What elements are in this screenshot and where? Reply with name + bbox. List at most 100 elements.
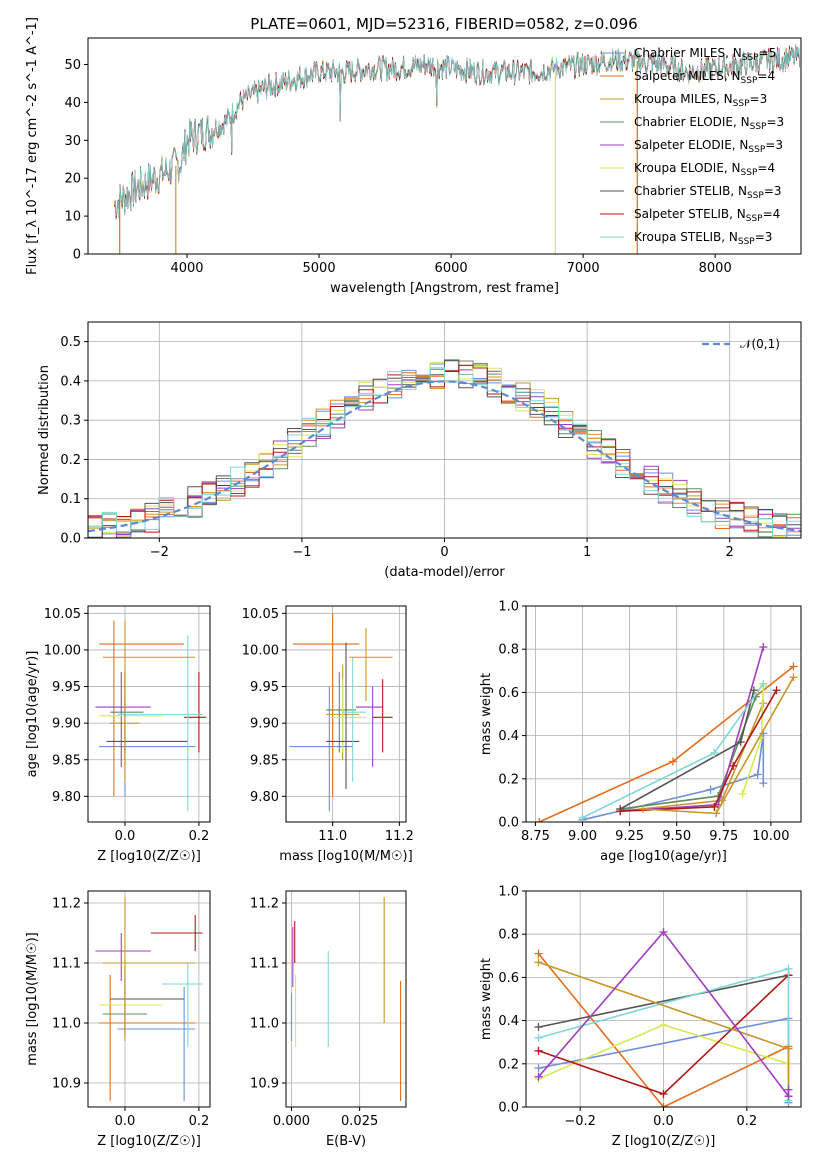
x-tick-label: 9.00 — [568, 829, 597, 844]
y-tick-label: 0.5 — [60, 335, 81, 350]
y-tick-label: 10.00 — [242, 643, 279, 658]
legend-label: Chabrier ELODIE, NSSP=3 — [634, 115, 784, 132]
plot-area — [88, 359, 801, 538]
legend-label: Chabrier MILES, NSSP=5 — [634, 46, 776, 63]
normal-reference-curve — [88, 380, 801, 533]
weight-marker — [578, 813, 587, 822]
weight-marker — [753, 770, 762, 779]
y-tick-label: 0.6 — [498, 686, 519, 701]
weight-marker — [759, 779, 768, 788]
weight-marker — [729, 761, 738, 770]
y-tick-label: 20 — [64, 172, 81, 187]
y-tick-label: 10.05 — [44, 607, 81, 622]
weight-marker — [712, 809, 721, 818]
y-tick-label: 0.8 — [498, 928, 519, 943]
y-tick-label: 9.85 — [250, 753, 279, 768]
y-axis-label: age [log10(age/yr)] — [25, 651, 40, 778]
y-tick-label: 11.2 — [52, 897, 81, 912]
errorbar-point — [150, 915, 203, 951]
weight-marker — [535, 818, 544, 822]
x-tick-label: 9.75 — [709, 829, 738, 844]
weight-marker — [616, 807, 625, 816]
x-axis-label: wavelength [Angstrom, rest frame] — [330, 281, 559, 296]
x-tick-label: 1 — [583, 545, 591, 560]
x-axis-label: E(B-V) — [326, 1134, 366, 1149]
y-tick-label: 0.6 — [498, 971, 519, 986]
weight-marker — [784, 1044, 793, 1053]
x-tick-label: 6000 — [435, 261, 468, 276]
x-tick-label: 8000 — [699, 261, 732, 276]
axes-frame — [87, 605, 211, 823]
x-tick-label: 5000 — [303, 261, 336, 276]
y-axis-label: mass weight — [479, 958, 494, 1040]
mass-vs-metallicity-panel: 0.0 0.2 10.9 11.0 11.1 11.2 Z [log10(Z/Z☉)] mas… — [25, 890, 211, 1149]
weight-marker — [534, 1046, 543, 1055]
y-tick-label: 0 — [73, 248, 81, 263]
y-axis-label: mass weight — [479, 673, 494, 755]
errorbar-point — [292, 613, 360, 797]
x-tick-label: 0.2 — [189, 1114, 210, 1129]
x-tick-label: 0.2 — [736, 1114, 757, 1129]
y-tick-label: 0.4 — [498, 729, 519, 744]
weight-marker — [534, 958, 543, 967]
x-tick-label: 9.50 — [662, 829, 691, 844]
x-tick-label: −2 — [150, 545, 169, 560]
y-tick-label: 0.4 — [498, 1014, 519, 1029]
y-tick-label: 9.90 — [250, 717, 279, 732]
y-tick-label: 9.80 — [250, 790, 279, 805]
errorbar-point — [117, 987, 196, 1101]
errorbar-point — [356, 686, 383, 768]
histogram-salpeter-stelib — [88, 364, 801, 538]
y-tick-label: 0.1 — [60, 492, 81, 507]
legend-label: Kroupa MILES, NSSP=3 — [634, 92, 767, 109]
errorbar-point — [102, 897, 196, 1041]
legend-label: 𝒩(0,1) — [740, 337, 780, 351]
y-tick-label: 10.9 — [52, 1077, 81, 1092]
x-tick-label: 11.0 — [318, 829, 347, 844]
weight-marker — [534, 1033, 543, 1042]
errorbar-point — [99, 975, 196, 1101]
weight-marker — [659, 1103, 668, 1107]
x-tick-label: 0.000 — [273, 1114, 310, 1129]
weight-marker — [534, 949, 543, 958]
weight-vs-age-panel: 8.75 9.00 9.25 9.50 9.75 10.00 0.0 0.2 0.4 0.6 0.8… — [479, 600, 802, 864]
x-tick-label: 4000 — [170, 261, 203, 276]
weight-line — [620, 689, 778, 812]
x-tick-label: 0 — [440, 545, 448, 560]
y-tick-label: 9.80 — [52, 790, 81, 805]
weight-marker — [706, 785, 715, 794]
errorbar-point — [99, 686, 162, 753]
x-tick-label: 8.75 — [521, 829, 550, 844]
weight-marker — [789, 662, 798, 671]
weight-marker — [534, 1072, 543, 1081]
x-tick-label: 7000 — [567, 261, 600, 276]
y-tick-label: 50 — [64, 58, 81, 73]
weight-line — [537, 953, 789, 1107]
y-tick-label: 40 — [64, 96, 81, 111]
y-tick-label: 11.1 — [250, 957, 279, 972]
weight-marker — [659, 1090, 668, 1099]
y-tick-label: 0.0 — [498, 816, 519, 831]
y-tick-label: 11.2 — [250, 897, 279, 912]
x-tick-label: 10.00 — [752, 829, 789, 844]
plot-area — [114, 44, 801, 254]
y-tick-label: 11.1 — [52, 957, 81, 972]
weight-marker — [710, 802, 719, 811]
spectrum-line-kroupa-stelib — [114, 44, 801, 217]
weight-marker — [710, 748, 719, 757]
x-tick-label: −1 — [292, 545, 311, 560]
y-tick-label: 10.05 — [242, 607, 279, 622]
axes-frame — [87, 37, 802, 255]
errorbar-point — [329, 679, 366, 753]
x-axis-label: Z [log10(Z/Z☉)] — [97, 849, 201, 864]
weight-marker — [659, 928, 668, 937]
legend-label: Salpeter MILES, NSSP=4 — [634, 69, 775, 86]
y-tick-label: 9.90 — [52, 717, 81, 732]
errorbar-point — [99, 620, 185, 797]
y-tick-label: 0.3 — [60, 414, 81, 429]
weight-marker — [534, 1064, 543, 1073]
axes-frame — [525, 605, 802, 823]
x-axis-label: mass [log10(M/M☉)] — [279, 849, 412, 864]
y-axis-label: Normed distribution — [37, 365, 52, 495]
legend-label: Salpeter ELODIE, NSSP=3 — [634, 138, 783, 155]
